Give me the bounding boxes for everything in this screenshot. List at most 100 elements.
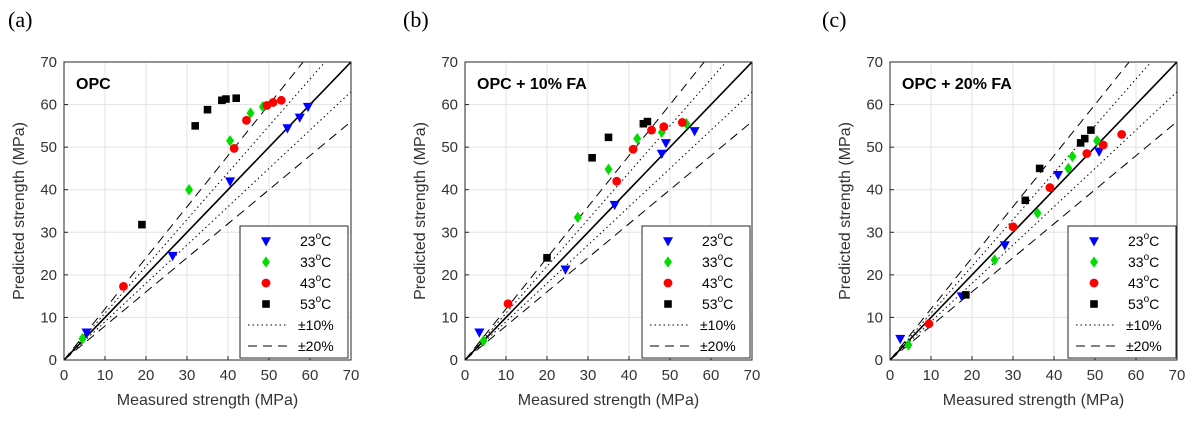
data-point	[226, 135, 235, 147]
data-point	[302, 102, 313, 113]
data-point	[1098, 140, 1108, 150]
y-tick-label: 30	[441, 224, 458, 241]
chart-panel-2: (c) 00 10 10 20 20 30 30 40 40 50 50 60 60 70 70 Measure…	[822, 7, 1185, 409]
legend-entry: 23oC	[702, 231, 733, 249]
data-point	[474, 328, 485, 338]
data-point	[222, 95, 230, 103]
legend-marker	[262, 300, 270, 308]
data-point	[185, 184, 194, 196]
series-53	[138, 94, 240, 229]
plus-10-line	[465, 62, 727, 360]
data-point	[191, 122, 199, 130]
y-tick-label: 30	[866, 224, 883, 241]
data-point	[1082, 149, 1092, 158]
legend-entry: 33oC	[1128, 252, 1159, 270]
panel-label: (b)	[403, 7, 429, 32]
y-tick-label: 0	[49, 352, 57, 369]
legend-entry: 53oC	[1128, 294, 1159, 312]
legend-entry: 23oC	[300, 231, 331, 249]
y-tick-label: 40	[40, 182, 57, 199]
series-43	[924, 129, 1127, 329]
y-tick-label: 20	[441, 267, 458, 284]
data-point	[647, 125, 656, 135]
equality-line	[64, 62, 351, 360]
series-33	[479, 118, 691, 347]
y-axis-label: Predicted strength (MPa)	[11, 122, 28, 300]
legend-entry: ±20%	[700, 338, 736, 354]
axes-frame	[464, 61, 753, 361]
data-point	[242, 115, 251, 125]
x-tick-label: 30	[179, 367, 196, 384]
x-tick-label: 20	[964, 367, 981, 384]
legend-entry: ±10%	[700, 317, 736, 333]
legend-marker	[261, 278, 271, 288]
data-point	[1053, 171, 1064, 181]
data-point	[560, 265, 571, 275]
minus-20-line	[64, 121, 351, 360]
data-point	[276, 95, 286, 105]
x-tick-label: 30	[1005, 367, 1022, 384]
legend-marker	[663, 278, 673, 288]
legend-marker	[260, 237, 272, 247]
y-tick-label: 10	[866, 309, 883, 326]
y-tick-label: 50	[866, 139, 883, 156]
equality-line	[465, 62, 752, 360]
data-point	[604, 163, 613, 175]
y-tick-label: 30	[40, 224, 57, 241]
y-tick-label: 20	[866, 267, 883, 284]
legend-entry: 33oC	[300, 252, 331, 270]
chart-panel-0: (a) 00 10 10 20 20 30 30 40 40 50 50 60 60 70 70 Measure…	[8, 7, 360, 409]
y-tick-label: 60	[40, 97, 57, 114]
data-point	[543, 254, 551, 262]
x-tick-label: 0	[60, 367, 68, 384]
data-point	[1094, 147, 1105, 157]
y-axis-label: Predicted strength (MPa)	[837, 122, 854, 300]
data-point	[604, 133, 613, 142]
data-point	[656, 149, 667, 159]
x-tick-label: 20	[138, 367, 155, 384]
data-point	[1021, 196, 1030, 205]
y-tick-label: 60	[441, 97, 458, 114]
data-point	[78, 333, 87, 345]
x-tick-label: 60	[703, 367, 720, 384]
legend-marker	[664, 300, 672, 308]
y-tick-label: 60	[866, 97, 883, 114]
x-tick-label: 10	[97, 367, 114, 384]
series-53	[543, 117, 652, 262]
y-tick-label: 50	[40, 139, 57, 156]
data-point	[612, 176, 622, 186]
legend-box	[1067, 225, 1177, 359]
y-tick-label: 70	[40, 54, 57, 71]
x-tick-label: 50	[261, 367, 278, 384]
legend: 23oC 33oC 43oC 53oC ±10% ±20%	[239, 225, 349, 359]
x-axis-label: Measured strength (MPa)	[117, 392, 298, 409]
y-tick-label: 70	[866, 54, 883, 71]
data-point	[609, 200, 620, 211]
x-tick-label: 40	[220, 367, 237, 384]
x-tick-label: 70	[343, 367, 360, 384]
data-point	[81, 328, 92, 338]
data-point	[962, 291, 970, 299]
series-43	[119, 95, 286, 291]
data-point	[138, 220, 146, 229]
series-53	[962, 126, 1095, 299]
data-point	[660, 139, 671, 149]
data-point	[503, 299, 513, 309]
panel-title: OPC + 20% FA	[902, 76, 1012, 93]
data-point	[1080, 134, 1089, 143]
y-tick-label: 0	[875, 352, 883, 369]
legend-entry: ±20%	[298, 338, 334, 354]
x-tick-label: 0	[886, 367, 894, 384]
x-tick-label: 40	[1046, 367, 1063, 384]
x-tick-label: 30	[580, 367, 597, 384]
axes-frame	[63, 61, 352, 361]
legend-marker	[664, 256, 672, 268]
x-tick-label: 0	[461, 367, 469, 384]
legend-entry: 43oC	[1128, 273, 1159, 291]
legend-entry: 23oC	[1128, 231, 1159, 249]
data-point	[677, 118, 687, 127]
x-tick-label: 50	[662, 367, 679, 384]
panel-title: OPC	[76, 76, 111, 93]
data-point	[999, 241, 1010, 251]
